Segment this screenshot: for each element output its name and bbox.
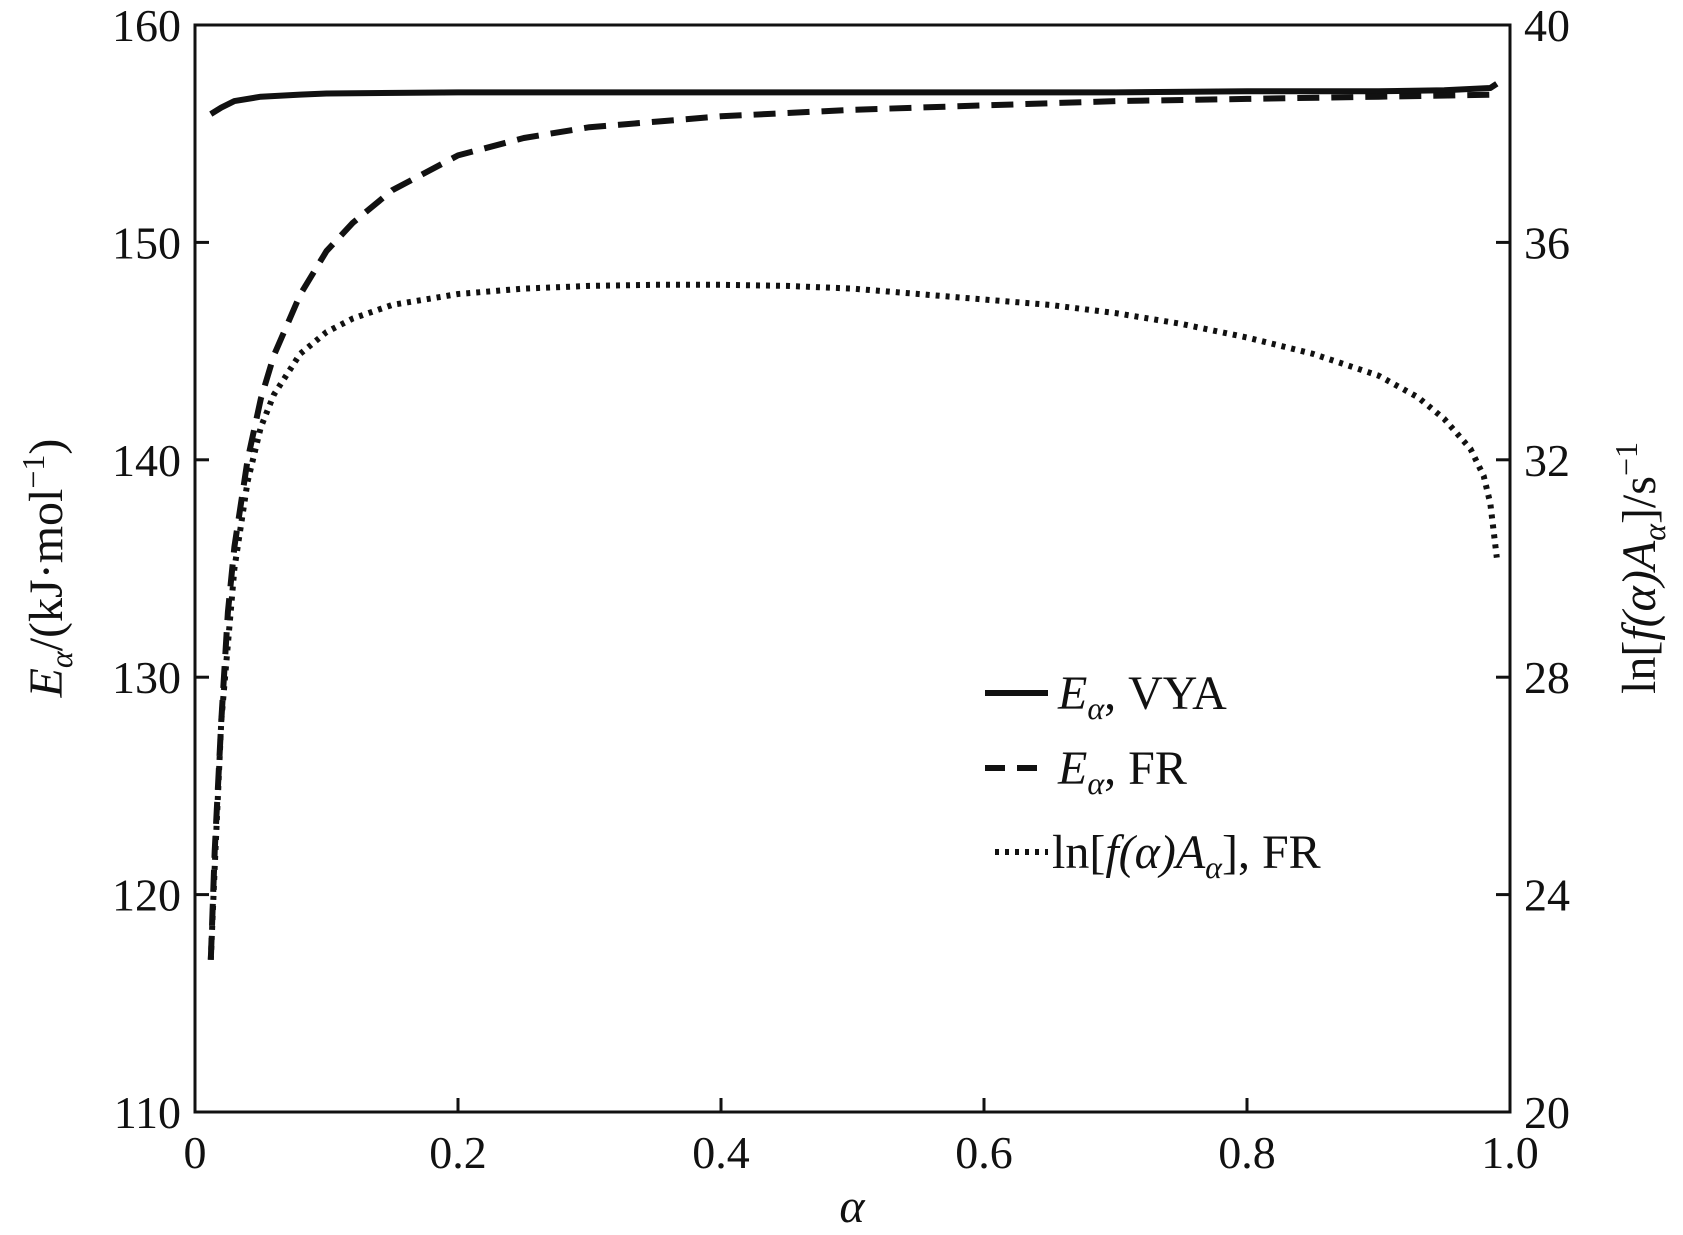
- series-line-0: [209, 81, 1499, 117]
- y-axis-right-title: ln[f(α)Aα]/s−1: [1608, 442, 1672, 694]
- y-right-tick-label-2: 28: [1524, 652, 1570, 703]
- legend-label-vya: Eα, VYA: [1057, 667, 1227, 726]
- legend: Eα, VYA Eα, FR ln[f(α)Aα], FR: [985, 667, 1321, 885]
- y-left-tick-label-5: 160: [112, 0, 181, 51]
- legend-label-fr: Eα, FR: [1057, 742, 1187, 801]
- legend-label-ln: ln[f(α)Aα], FR: [1052, 826, 1321, 885]
- plot-frame: [193, 23, 1512, 1114]
- x-tick-label-3: 0.6: [955, 1127, 1013, 1178]
- y-right-tick-label-1: 24: [1524, 870, 1570, 921]
- x-axis-title: α: [839, 1180, 865, 1233]
- y-axis-left-title: Eα/(kJ·mol−1): [15, 439, 79, 699]
- series-layer: [207, 81, 1500, 960]
- x-tick-label-4: 0.8: [1218, 1127, 1276, 1178]
- y-left-tick-label-2: 130: [112, 652, 181, 703]
- ticks-layer: 0 0.2 0.4 0.6 0.8 1.0 110 120 130 140 150 160 20 24 28…: [112, 0, 1570, 1178]
- y-right-tick-label-0: 20: [1524, 1087, 1570, 1138]
- x-tick-label-1: 0.2: [429, 1127, 487, 1178]
- y-left-tick-label-4: 150: [112, 217, 181, 268]
- y-right-tick-label-4: 36: [1524, 217, 1570, 268]
- y-left-tick-label-0: 110: [114, 1087, 181, 1138]
- series-line-2: [207, 281, 1500, 960]
- y-left-tick-label-1: 120: [112, 870, 181, 921]
- y-left-tick-label-3: 140: [112, 435, 181, 486]
- y-right-tick-label-5: 40: [1524, 0, 1570, 51]
- y-right-tick-label-3: 32: [1524, 435, 1570, 486]
- x-tick-label-0: 0: [184, 1127, 207, 1178]
- x-tick-label-5: 1.0: [1481, 1127, 1539, 1178]
- x-tick-label-2: 0.4: [692, 1127, 750, 1178]
